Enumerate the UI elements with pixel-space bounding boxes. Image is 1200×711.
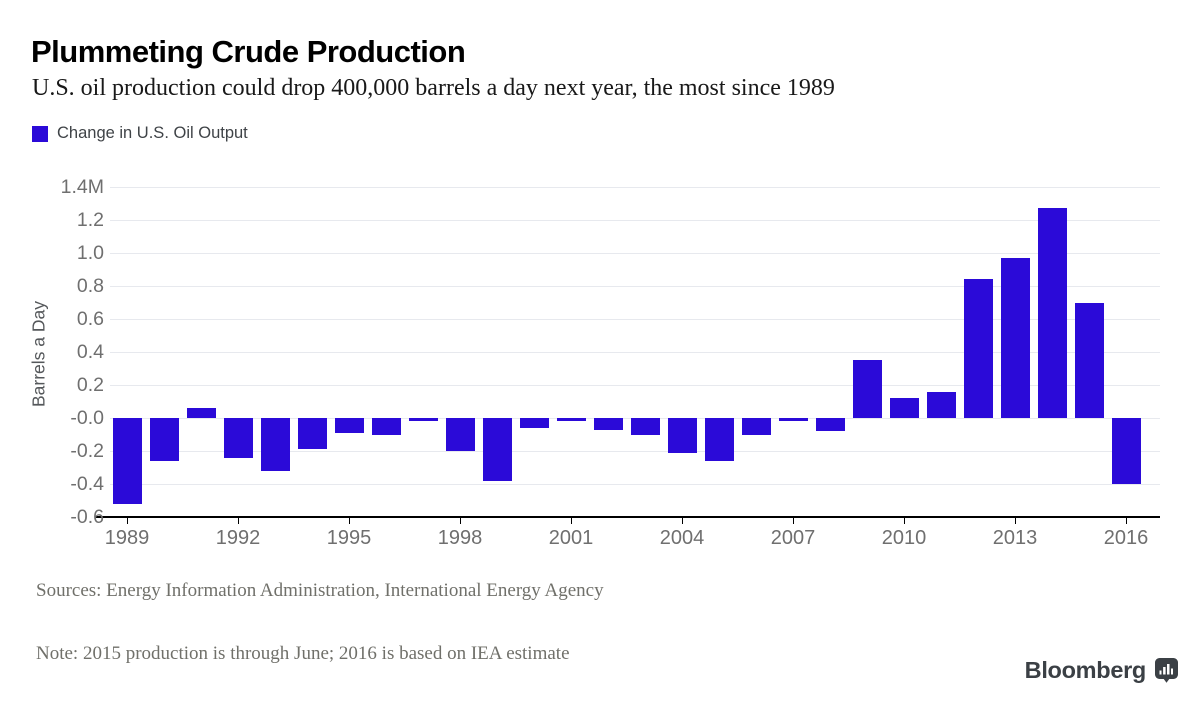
x-tick-1992 [238,517,239,524]
gridline-1.2 [110,220,1160,221]
y-axis-title: Barrels a Day [28,300,49,408]
bar-2012 [963,279,993,418]
bar-2009 [852,360,882,418]
x-tick-2001 [571,517,572,524]
bar-1999 [482,418,512,481]
bar-1998 [445,418,475,451]
bar-2011 [926,392,956,418]
x-tick-label-2010: 2010 [881,527,927,549]
bar-2015 [1074,303,1104,418]
y-tick-label-1.4M: 1.4M [60,176,104,198]
bar-2002 [593,418,623,430]
bar-2010 [889,398,919,418]
bar-1997 [408,418,438,421]
gridline-0.8 [110,286,1160,287]
gridline-1.4M [110,187,1160,188]
bar-1995 [334,418,364,433]
bar-2000 [519,418,549,428]
bar-1994 [297,418,327,449]
legend-swatch-icon [32,125,48,142]
bar-chart-bubble-icon [1155,658,1178,683]
x-tick-1995 [349,517,350,524]
y-tick-label-1.2: 1.2 [76,209,104,231]
x-tick-label-2013: 2013 [992,527,1038,549]
legend-label: Change in U.S. Oil Output [57,124,248,142]
bar-1989 [112,418,142,504]
x-tick-label-1995: 1995 [326,527,372,549]
gridline--0.2 [110,451,1160,452]
bar-2006 [741,418,771,435]
bar-2004 [667,418,697,453]
legend: Change in U.S. Oil Output [32,124,248,143]
bar-2007 [778,418,808,421]
bloomberg-logo-text: Bloomberg [1024,657,1147,683]
bar-2014 [1037,208,1067,418]
bar-2005 [704,418,734,461]
x-tick-label-2001: 2001 [548,527,594,549]
page-title: Plummeting Crude Production [31,34,466,69]
gridline--0.4 [110,484,1160,485]
y-tick-label-0.8: 0.8 [76,275,104,297]
note-text: Note: 2015 production is through June; 2… [36,643,570,664]
gridline-0.2 [110,385,1160,386]
y-tick-label-1.0: 1.0 [76,242,104,264]
gridline-1.0 [110,253,1160,254]
bar-1992 [223,418,253,458]
x-tick-label-2004: 2004 [659,527,705,549]
x-tick-label-1992: 1992 [215,527,261,549]
bar-1993 [260,418,290,471]
y-tick-label--0.4: -0.4 [70,473,104,495]
gridline-0.6 [110,319,1160,320]
bar-2001 [556,418,586,421]
y-tick-label--0.0: -0.0 [70,407,104,429]
x-tick-2010 [904,517,905,524]
bar-2003 [630,418,660,435]
bar-2013 [1000,258,1030,418]
x-axis-line [95,516,1160,518]
y-tick-label--0.6: -0.6 [70,506,104,528]
subtitle: U.S. oil production could drop 400,000 b… [32,75,835,101]
bar-2016 [1111,418,1141,484]
x-tick-label-1989: 1989 [104,527,150,549]
x-tick-label-1998: 1998 [437,527,483,549]
x-tick-2016 [1126,517,1127,524]
bar-1991 [186,408,216,418]
y-tick-label-0.2: 0.2 [76,374,104,396]
x-tick-2013 [1015,517,1016,524]
bloomberg-logo: Bloomberg [1025,657,1178,684]
y-tick-label--0.2: -0.2 [70,440,104,462]
gridline-0.4 [110,352,1160,353]
x-tick-label-2016: 2016 [1103,527,1149,549]
x-tick-1998 [460,517,461,524]
x-tick-label-2007: 2007 [770,527,816,549]
x-tick-2004 [682,517,683,524]
bar-1990 [149,418,179,461]
sources-text: Sources: Energy Information Administrati… [36,580,604,601]
bar-1996 [371,418,401,435]
y-tick-label-0.6: 0.6 [76,308,104,330]
bar-2008 [815,418,845,431]
x-tick-2007 [793,517,794,524]
y-tick-label-0.4: 0.4 [76,341,104,363]
x-tick-1989 [127,517,128,524]
